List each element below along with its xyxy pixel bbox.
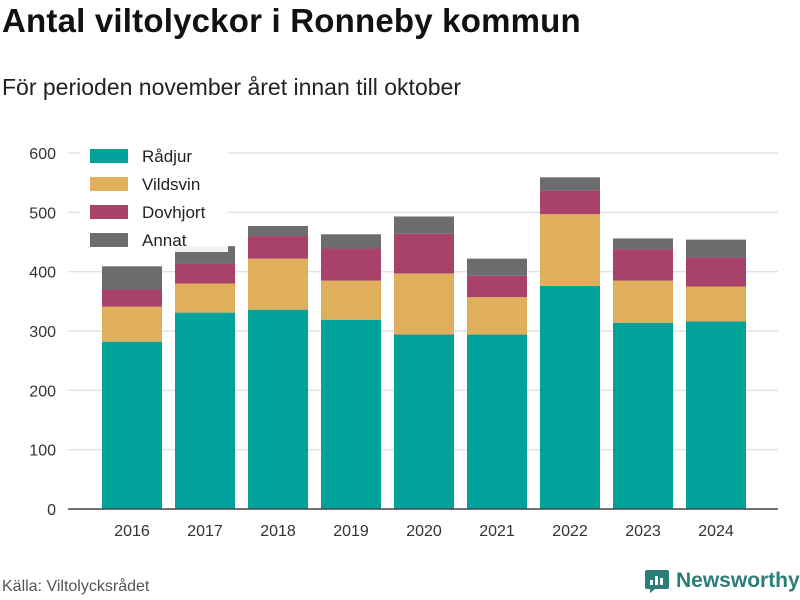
bar-segment <box>613 322 673 509</box>
legend-label: Dovhjort <box>142 203 206 222</box>
bar-segment <box>686 257 746 287</box>
bar-segment <box>102 341 162 509</box>
legend-label: Rådjur <box>142 147 192 166</box>
bar-segment <box>394 273 454 335</box>
bar-segment <box>467 297 527 335</box>
bars <box>102 177 746 509</box>
bar-segment <box>540 177 600 191</box>
bar-segment <box>321 234 381 249</box>
bar-segment <box>248 236 308 259</box>
y-tick-label: 400 <box>29 265 56 282</box>
x-tick-label: 2022 <box>552 523 588 540</box>
x-tick-label: 2020 <box>406 523 442 540</box>
bar-segment <box>321 280 381 320</box>
bar-segment <box>394 334 454 509</box>
chart-title: Antal viltolyckor i Ronneby kommun <box>2 2 581 39</box>
bar-segment <box>321 248 381 281</box>
legend: Rådjur Vildsvin Dovhjort Annat <box>80 140 228 252</box>
brand-name: Newsworthy <box>676 569 800 592</box>
bar-segment <box>175 263 235 284</box>
bar-segment <box>686 286 746 322</box>
y-tick-label: 200 <box>29 383 56 400</box>
x-tick-label: 2021 <box>479 523 515 540</box>
x-tick-label: 2018 <box>260 523 296 540</box>
x-tick-label: 2016 <box>114 523 150 540</box>
y-tick-label: 500 <box>29 205 56 222</box>
brand-logo: Newsworthy <box>644 568 800 594</box>
source-note: Källa: Viltolycksrådet <box>2 578 150 595</box>
y-tick-label: 0 <box>47 502 56 519</box>
x-tick-label: 2019 <box>333 523 369 540</box>
axes: 0 100 200 300 400 500 600 2016 2017 2018 2019 2020 2… <box>29 146 778 540</box>
bar-segment <box>686 321 746 509</box>
y-tick-label: 300 <box>29 324 56 341</box>
x-tick-label: 2017 <box>187 523 223 540</box>
bar-segment <box>102 289 162 307</box>
legend-label: Vildsvin <box>142 175 200 194</box>
legend-swatch <box>90 177 128 191</box>
bar-segment <box>102 306 162 342</box>
bar-segment <box>613 249 673 281</box>
bar-segment <box>467 334 527 509</box>
bar-segment <box>686 239 746 258</box>
legend-swatch <box>90 233 128 247</box>
y-tick-label: 100 <box>29 443 56 460</box>
bar-segment <box>175 312 235 509</box>
x-tick-label: 2024 <box>698 523 734 540</box>
bar-segment <box>248 225 308 237</box>
bar-segment <box>248 258 308 310</box>
x-tick-label: 2023 <box>625 523 661 540</box>
legend-swatch <box>90 205 128 219</box>
legend-label: Annat <box>142 231 187 250</box>
bar-segment <box>248 309 308 509</box>
bar-segment <box>394 233 454 274</box>
legend-swatch <box>90 149 128 163</box>
bar-segment <box>540 285 600 509</box>
bar-segment <box>467 275 527 298</box>
newsworthy-logo-icon <box>645 570 669 593</box>
bar-segment <box>540 214 600 286</box>
bar-segment <box>467 258 527 276</box>
bar-segment <box>175 283 235 313</box>
y-tick-label: 600 <box>29 146 56 163</box>
bar-segment <box>321 319 381 509</box>
bar-segment <box>540 190 600 215</box>
chart-subtitle: För perioden november året innan till ok… <box>2 74 461 100</box>
bar-segment <box>613 238 673 250</box>
bar-segment <box>394 216 454 234</box>
bar-segment <box>102 266 162 290</box>
bar-segment <box>613 280 673 323</box>
